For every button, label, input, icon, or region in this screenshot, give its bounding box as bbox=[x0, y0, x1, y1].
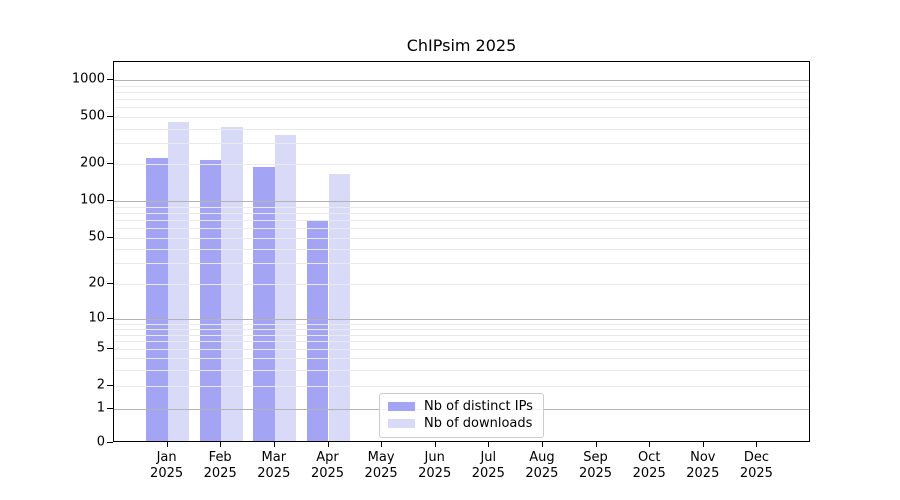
y-tick-label-0: 0 bbox=[96, 434, 105, 450]
chart-title: ChIPsim 2025 bbox=[406, 36, 517, 55]
x-tick-mark bbox=[541, 442, 543, 447]
x-tick-label-may: May 2025 bbox=[364, 450, 398, 481]
gridline bbox=[114, 79, 809, 81]
legend-swatch-distinct-ips bbox=[388, 402, 415, 411]
y-tick-label-1: 1 bbox=[96, 400, 105, 415]
x-tick-mark bbox=[273, 442, 275, 447]
gridline bbox=[114, 107, 809, 109]
gridline bbox=[114, 117, 809, 118]
x-tick-label-aug: Aug 2025 bbox=[525, 450, 559, 481]
x-tick-label-mar: Mar 2025 bbox=[257, 450, 291, 481]
x-tick-mark bbox=[381, 442, 383, 447]
y-tick-label-50: 50 bbox=[88, 229, 105, 245]
gridline bbox=[114, 85, 809, 87]
legend-item-distinct-ips: Nb of distinct IPs bbox=[388, 398, 534, 415]
bar-distinct-ips-feb bbox=[199, 159, 222, 441]
bar-downloads-apr bbox=[328, 173, 351, 441]
y-tick-mark bbox=[107, 78, 113, 80]
x-tick-label-jul: Jul 2025 bbox=[471, 450, 505, 481]
legend-label-downloads: Nb of downloads bbox=[424, 416, 533, 431]
x-tick-mark bbox=[756, 442, 758, 447]
y-tick-mark bbox=[107, 318, 113, 320]
bar-distinct-ips-mar bbox=[253, 166, 275, 441]
legend: Nb of distinct IPs Nb of downloads bbox=[379, 393, 544, 438]
bar-downloads-jan bbox=[167, 121, 190, 441]
y-tick-label-10: 10 bbox=[88, 310, 105, 326]
gridline bbox=[114, 128, 809, 130]
x-tick-label-jan: Jan 2025 bbox=[150, 450, 184, 481]
x-tick-label-apr: Apr 2025 bbox=[310, 450, 345, 481]
y-tick-label-200: 200 bbox=[80, 155, 105, 171]
y-tick-label-5: 5 bbox=[96, 340, 105, 356]
gridline bbox=[114, 91, 809, 93]
y-tick-mark bbox=[107, 116, 113, 117]
legend-item-downloads: Nb of downloads bbox=[388, 415, 534, 432]
x-tick-mark bbox=[702, 442, 704, 447]
y-tick-mark bbox=[107, 163, 113, 165]
y-tick-label-20: 20 bbox=[88, 275, 105, 291]
y-tick-label-500: 500 bbox=[80, 108, 105, 124]
bar-distinct-ips-jan bbox=[145, 158, 168, 441]
gridline bbox=[114, 143, 809, 145]
y-tick-mark bbox=[107, 442, 113, 443]
x-tick-mark bbox=[220, 442, 222, 447]
y-tick-mark bbox=[107, 282, 113, 284]
bar-downloads-mar bbox=[274, 135, 297, 441]
x-tick-label-sep: Sep 2025 bbox=[578, 450, 613, 481]
y-tick-mark bbox=[107, 236, 113, 238]
y-tick-label-100: 100 bbox=[80, 192, 105, 208]
x-tick-label-nov: Nov 2025 bbox=[686, 450, 720, 481]
y-tick-mark bbox=[107, 407, 113, 409]
plot-area bbox=[113, 61, 810, 442]
x-tick-label-dec: Dec 2025 bbox=[739, 450, 773, 481]
y-tick-label-2: 2 bbox=[96, 377, 105, 393]
x-tick-mark bbox=[166, 442, 168, 447]
bar-downloads-feb bbox=[221, 127, 243, 441]
legend-swatch-downloads bbox=[388, 419, 415, 428]
x-tick-mark bbox=[434, 442, 436, 447]
x-tick-mark bbox=[649, 442, 651, 447]
x-tick-label-feb: Feb 2025 bbox=[203, 450, 237, 481]
x-tick-label-jun: Jun 2025 bbox=[418, 450, 452, 481]
x-tick-label-oct: Oct 2025 bbox=[632, 450, 666, 481]
bar-distinct-ips-apr bbox=[306, 220, 329, 441]
y-tick-mark bbox=[107, 348, 113, 350]
y-tick-mark bbox=[107, 385, 113, 386]
x-tick-mark bbox=[327, 442, 329, 447]
gridline bbox=[114, 98, 809, 100]
y-tick-mark bbox=[107, 200, 113, 201]
y-tick-label-1000: 1000 bbox=[71, 71, 105, 87]
x-tick-mark bbox=[595, 442, 597, 447]
legend-label-distinct-ips: Nb of distinct IPs bbox=[424, 399, 533, 414]
x-tick-mark bbox=[488, 442, 490, 447]
